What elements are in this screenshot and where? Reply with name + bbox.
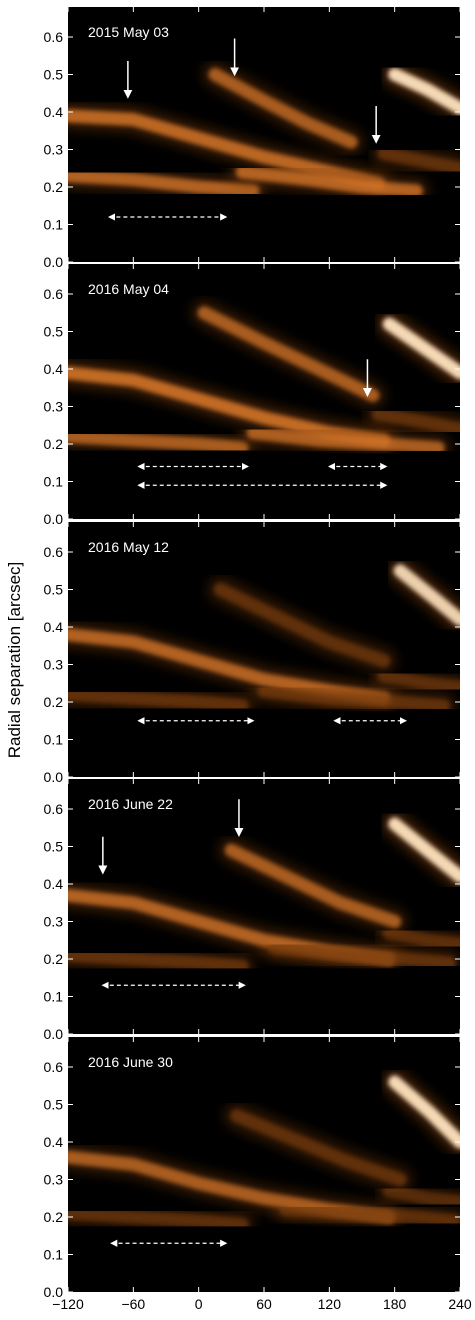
y-tick-label: 0.6 bbox=[44, 544, 64, 560]
y-tick-label: 0.4 bbox=[44, 619, 64, 635]
panel-title: 2016 May 12 bbox=[88, 539, 169, 555]
panel-5: 2016 June 30 0.0 0.1 0.2 0.3 0.4 0.5 0.6 bbox=[44, 1037, 461, 1300]
emission-ridge bbox=[224, 843, 402, 928]
y-tick-label: 0.2 bbox=[44, 1209, 64, 1225]
occulted-region bbox=[68, 968, 460, 1034]
x-tick-label: −60 bbox=[121, 1296, 145, 1312]
emission-ridge bbox=[268, 941, 456, 970]
emission-ridge bbox=[230, 1109, 407, 1186]
emission-ridge bbox=[68, 169, 260, 198]
x-tick-label: 60 bbox=[256, 1296, 272, 1312]
y-tick-label: 0.6 bbox=[44, 286, 64, 302]
panel-title: 2016 May 04 bbox=[88, 281, 169, 297]
y-tick-label: 0.0 bbox=[44, 769, 64, 785]
emission-ridge bbox=[197, 306, 380, 402]
y-tick-label: 0.5 bbox=[44, 324, 64, 340]
emission-ridge bbox=[377, 146, 460, 175]
occulted-region bbox=[68, 1226, 460, 1292]
emission-ridge bbox=[213, 583, 391, 668]
y-tick-label: 0.1 bbox=[44, 732, 64, 748]
emission-ridge bbox=[388, 817, 460, 883]
panel-title: 2016 June 30 bbox=[88, 1054, 173, 1070]
y-tick-label: 0.2 bbox=[44, 694, 64, 710]
emission-ridge bbox=[68, 948, 249, 973]
emission-ridge bbox=[246, 426, 445, 455]
y-tick-label: 0.6 bbox=[44, 29, 64, 45]
y-tick-label: 0.4 bbox=[44, 876, 64, 892]
occulted-region bbox=[68, 196, 460, 262]
y-tick-label: 0.6 bbox=[44, 801, 64, 817]
y-tick-label: 0.3 bbox=[44, 914, 64, 930]
x-tick-label: 240 bbox=[448, 1296, 472, 1312]
y-tick-label: 0.2 bbox=[44, 436, 64, 452]
emission-ridge bbox=[382, 926, 460, 951]
y-tick-label: 0.0 bbox=[44, 1284, 64, 1300]
emission-ridge bbox=[68, 688, 249, 713]
y-tick-label: 0.3 bbox=[44, 399, 64, 415]
emission-ridge bbox=[393, 564, 460, 626]
emission-ridge bbox=[68, 430, 249, 455]
y-tick-label: 0.1 bbox=[44, 474, 64, 490]
emission-ridge bbox=[208, 68, 358, 149]
y-tick-label: 0.4 bbox=[44, 1134, 64, 1150]
y-tick-label: 0.1 bbox=[44, 1247, 64, 1263]
emission-ridge bbox=[235, 165, 423, 198]
y-tick-label: 0.1 bbox=[44, 989, 64, 1005]
y-tick-label: 0.3 bbox=[44, 1172, 64, 1188]
panel-2: 2016 May 04 0.0 0.1 0.2 0.3 0.4 0.5 0.6 bbox=[44, 264, 461, 527]
emission-ridge bbox=[279, 1203, 460, 1228]
panel-1: 2015 May 03 0.0 0.1 0.2 0.3 0.4 0.5 0.6 bbox=[44, 7, 461, 270]
panel-title: 2016 June 22 bbox=[88, 796, 173, 812]
y-tick-label: 0.6 bbox=[44, 1059, 64, 1075]
y-tick-label: 0.4 bbox=[44, 361, 64, 377]
emission-ridge bbox=[382, 317, 460, 380]
emission-ridge bbox=[257, 684, 451, 713]
emission-ridge bbox=[377, 669, 460, 694]
y-tick-label: 0.3 bbox=[44, 142, 64, 158]
emission-ridge bbox=[388, 1075, 460, 1149]
panel-4: 2016 June 22 0.0 0.1 0.2 0.3 0.4 0.5 0.6 bbox=[44, 779, 461, 1042]
x-tick-label: 120 bbox=[318, 1296, 342, 1312]
x-tick-label: −120 bbox=[52, 1296, 84, 1312]
y-tick-label: 0.5 bbox=[44, 1097, 64, 1113]
panel-title: 2015 May 03 bbox=[88, 24, 169, 40]
emission-ridge bbox=[382, 1184, 460, 1209]
y-tick-label: 0.1 bbox=[44, 217, 64, 233]
y-tick-label: 0.5 bbox=[44, 839, 64, 855]
y-tick-label: 0.4 bbox=[44, 104, 64, 120]
occulted-region bbox=[68, 453, 460, 519]
y-tick-label: 0.5 bbox=[44, 67, 64, 83]
y-tick-label: 0.0 bbox=[44, 254, 64, 270]
x-tick-label: 0 bbox=[195, 1296, 203, 1312]
emission-ridge bbox=[68, 1206, 249, 1231]
x-axis: −120 −60 0 60 120 180 240 bbox=[52, 1296, 472, 1312]
y-tick-label: 0.3 bbox=[44, 657, 64, 673]
y-tick-label: 0.0 bbox=[44, 1026, 64, 1042]
emission-ridge bbox=[388, 68, 460, 115]
y-tick-label: 0.2 bbox=[44, 951, 64, 967]
y-tick-label: 0.2 bbox=[44, 179, 64, 195]
y-axis-label: Radial separation [arcsec] bbox=[5, 562, 24, 759]
y-tick-label: 0.0 bbox=[44, 511, 64, 527]
panel-3: 2016 May 12 0.0 0.1 0.2 0.3 0.4 0.5 0.6 bbox=[44, 522, 461, 785]
y-tick-label: 0.5 bbox=[44, 582, 64, 598]
emission-ridge bbox=[371, 407, 460, 436]
x-tick-label: 180 bbox=[383, 1296, 407, 1312]
